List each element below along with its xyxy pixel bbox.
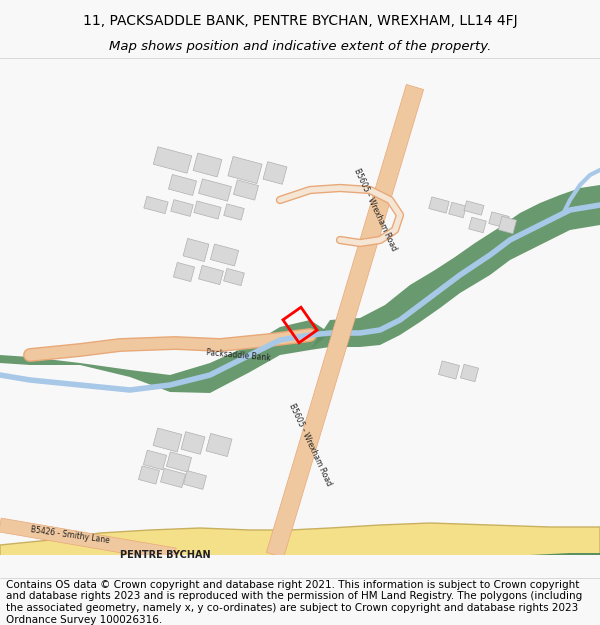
Polygon shape <box>169 174 197 196</box>
Polygon shape <box>153 428 182 452</box>
Polygon shape <box>439 361 460 379</box>
Polygon shape <box>161 468 185 488</box>
Polygon shape <box>489 212 509 228</box>
Text: Map shows position and indicative extent of the property.: Map shows position and indicative extent… <box>109 40 491 53</box>
Polygon shape <box>139 466 160 484</box>
Polygon shape <box>224 204 244 220</box>
Polygon shape <box>211 244 239 266</box>
Polygon shape <box>266 84 424 558</box>
Polygon shape <box>469 217 486 232</box>
Text: PENTRE BYCHAN: PENTRE BYCHAN <box>119 550 211 560</box>
Text: Contains OS data © Crown copyright and database right 2021. This information is : Contains OS data © Crown copyright and d… <box>6 580 582 624</box>
Polygon shape <box>499 216 517 234</box>
Polygon shape <box>143 450 167 470</box>
Polygon shape <box>0 320 330 393</box>
Polygon shape <box>171 199 193 216</box>
Polygon shape <box>263 162 287 184</box>
Text: B5605 - Wrexham Road: B5605 - Wrexham Road <box>352 168 398 252</box>
Polygon shape <box>183 239 209 261</box>
Polygon shape <box>0 523 600 560</box>
Polygon shape <box>199 266 223 284</box>
Polygon shape <box>173 262 194 282</box>
Polygon shape <box>233 180 259 200</box>
Polygon shape <box>464 201 484 215</box>
Text: B5605 - Wrexham Road: B5605 - Wrexham Road <box>287 402 333 488</box>
Polygon shape <box>153 147 192 173</box>
Polygon shape <box>224 268 244 286</box>
Polygon shape <box>166 452 191 472</box>
Polygon shape <box>193 153 222 177</box>
Text: 11, PACKSADDLE BANK, PENTRE BYCHAN, WREXHAM, LL14 4FJ: 11, PACKSADDLE BANK, PENTRE BYCHAN, WREX… <box>83 14 517 28</box>
Text: B5426 - Smithy Lane: B5426 - Smithy Lane <box>30 525 110 545</box>
Polygon shape <box>449 202 466 217</box>
Polygon shape <box>310 185 600 350</box>
Polygon shape <box>144 196 168 214</box>
Polygon shape <box>480 553 600 560</box>
Polygon shape <box>199 179 232 201</box>
Text: Packsaddle Bank: Packsaddle Bank <box>205 348 271 362</box>
Polygon shape <box>206 434 232 456</box>
Polygon shape <box>184 471 206 489</box>
Polygon shape <box>460 364 479 382</box>
Polygon shape <box>194 201 221 219</box>
Polygon shape <box>0 518 176 562</box>
Polygon shape <box>429 197 449 213</box>
Polygon shape <box>181 432 205 454</box>
Polygon shape <box>228 156 262 184</box>
